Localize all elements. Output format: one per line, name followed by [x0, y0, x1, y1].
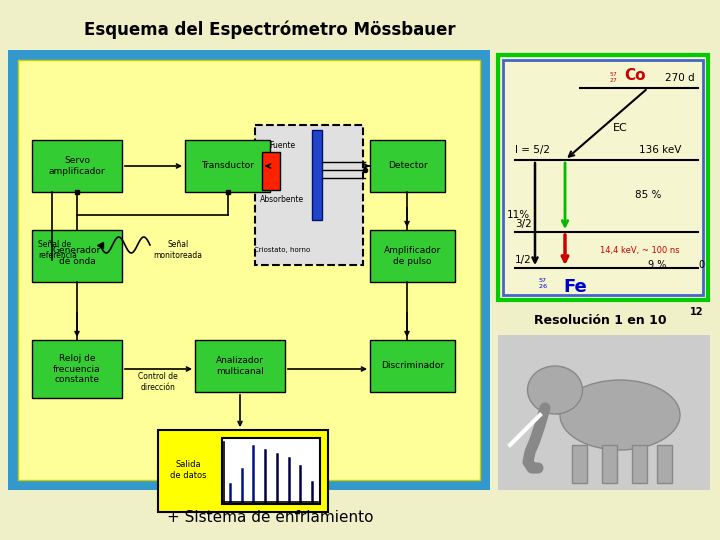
- Text: Señal de
referencia: Señal de referencia: [38, 240, 77, 260]
- Text: 9 %: 9 %: [648, 260, 667, 270]
- Text: 85 %: 85 %: [635, 190, 661, 200]
- Text: 136 keV: 136 keV: [639, 145, 681, 155]
- Text: Generador
de onda: Generador de onda: [53, 246, 101, 266]
- Text: 270 d: 270 d: [665, 73, 695, 83]
- Bar: [185, 140, 270, 192]
- Bar: [370, 230, 455, 282]
- Text: Señal
monitoreada: Señal monitoreada: [153, 240, 202, 260]
- Text: Amplificador
de pulso: Amplificador de pulso: [384, 246, 441, 266]
- Text: Analizador
multicanal: Analizador multicanal: [216, 356, 264, 376]
- Ellipse shape: [560, 380, 680, 450]
- Text: Control de
dirección: Control de dirección: [138, 372, 178, 391]
- Text: Transductor: Transductor: [201, 161, 254, 171]
- Text: + Sistema de enfriamiento: + Sistema de enfriamiento: [167, 510, 373, 525]
- Text: 1/2: 1/2: [515, 255, 532, 265]
- Text: Esquema del Espectrómetro Mössbauer: Esquema del Espectrómetro Mössbauer: [84, 21, 456, 39]
- Bar: [158, 430, 328, 512]
- Text: I = 5/2: I = 5/2: [515, 145, 550, 155]
- Text: $^{57}_{27}$: $^{57}_{27}$: [609, 71, 618, 85]
- Bar: [498, 55, 708, 300]
- Text: Absorbente: Absorbente: [260, 195, 304, 205]
- Text: Detector: Detector: [387, 161, 427, 171]
- Text: Fuente: Fuente: [269, 141, 295, 151]
- Bar: [32, 230, 122, 282]
- Text: $^{57}_{26}$: $^{57}_{26}$: [538, 276, 548, 291]
- Bar: [32, 140, 122, 192]
- Text: 0: 0: [698, 260, 704, 270]
- Bar: [370, 140, 445, 192]
- Bar: [255, 125, 363, 265]
- Bar: [657, 445, 672, 483]
- Bar: [262, 152, 280, 190]
- Text: 12: 12: [690, 307, 703, 317]
- Text: Servo
amplificador: Servo amplificador: [49, 156, 105, 176]
- Bar: [18, 60, 480, 480]
- Bar: [572, 445, 587, 483]
- Bar: [498, 335, 710, 490]
- Bar: [32, 340, 122, 398]
- Text: 11%: 11%: [506, 210, 530, 220]
- Bar: [503, 60, 703, 295]
- Text: 14,4 keV, ~ 100 ns: 14,4 keV, ~ 100 ns: [600, 246, 680, 254]
- Ellipse shape: [528, 366, 582, 414]
- Text: Fe: Fe: [563, 278, 587, 296]
- Text: Reloj de
frecuencia
constante: Reloj de frecuencia constante: [53, 354, 101, 384]
- Text: Criostato, horno: Criostato, horno: [254, 247, 310, 253]
- Text: Salida
de datos: Salida de datos: [170, 460, 206, 480]
- Bar: [312, 130, 322, 220]
- Text: Co: Co: [624, 69, 646, 84]
- Bar: [632, 445, 647, 483]
- Text: 3/2: 3/2: [515, 219, 532, 229]
- Bar: [602, 445, 617, 483]
- Bar: [222, 438, 320, 504]
- Bar: [370, 340, 455, 392]
- Text: Resolución 1 en 10: Resolución 1 en 10: [534, 314, 666, 327]
- Ellipse shape: [545, 376, 575, 414]
- Text: EC: EC: [613, 123, 627, 133]
- Bar: [195, 340, 285, 392]
- Bar: [8, 50, 490, 490]
- Text: Discriminador: Discriminador: [381, 361, 444, 370]
